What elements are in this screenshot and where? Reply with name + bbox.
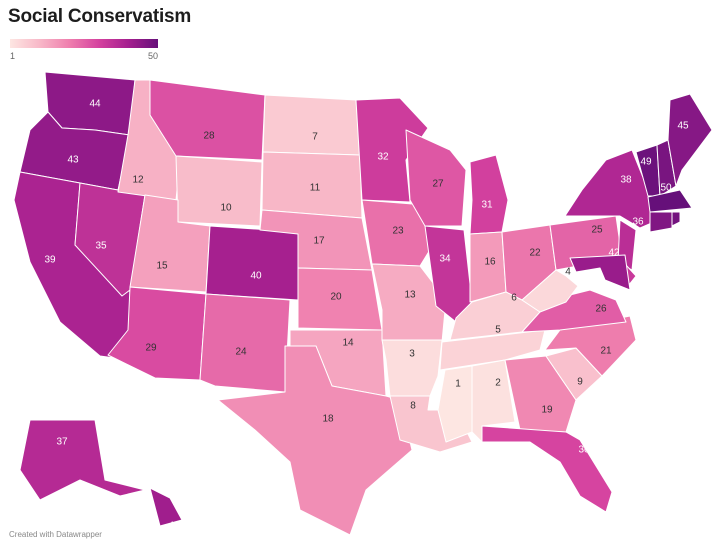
state-me[interactable] — [667, 93, 713, 187]
state-tx[interactable] — [217, 345, 413, 536]
state-rank-label-ok: 14 — [342, 338, 354, 349]
state-rank-label-vt: 49 — [640, 157, 652, 168]
state-hi[interactable] — [149, 487, 183, 527]
state-rank-label-oh: 22 — [529, 248, 541, 259]
state-rank-label-ar: 3 — [409, 349, 415, 360]
state-fl[interactable] — [481, 425, 613, 513]
state-rank-label-ak: 37 — [56, 437, 68, 448]
state-rank-label-hi: 41 — [168, 521, 180, 532]
state-rank-label-ks: 20 — [330, 292, 342, 303]
state-rank-label-ga: 19 — [541, 405, 553, 416]
state-nd[interactable] — [262, 94, 361, 156]
state-rank-label-in: 16 — [484, 257, 496, 268]
state-rank-label-ny: 38 — [620, 175, 632, 186]
legend-max-label: 50 — [147, 51, 158, 61]
state-rank-label-wy: 10 — [220, 203, 232, 214]
state-rank-label-wi: 27 — [432, 179, 444, 190]
state-rank-label-ca: 39 — [44, 255, 56, 266]
state-ga[interactable] — [504, 355, 577, 433]
state-rank-label-md: 42 — [608, 248, 620, 259]
state-ri[interactable] — [671, 211, 681, 227]
state-rank-label-ms: 1 — [455, 379, 461, 390]
state-md[interactable] — [569, 254, 631, 291]
state-wi[interactable] — [405, 129, 467, 227]
state-wy[interactable] — [175, 155, 263, 227]
legend-gradient-bar — [10, 39, 158, 48]
state-ma[interactable] — [647, 189, 693, 213]
state-rank-label-mo: 13 — [404, 290, 416, 301]
state-rank-label-me: 45 — [677, 121, 689, 132]
state-rank-label-mn: 32 — [377, 152, 389, 163]
state-rank-label-ma: 50 — [660, 183, 672, 194]
state-rank-label-pa: 25 — [591, 225, 603, 236]
state-rank-label-il: 34 — [439, 254, 451, 265]
state-rank-label-va: 26 — [595, 304, 607, 315]
state-rank-label-az: 29 — [145, 343, 157, 354]
state-rank-label-wa: 44 — [89, 99, 101, 110]
state-ms[interactable] — [437, 365, 473, 443]
state-ak[interactable] — [19, 419, 146, 501]
state-rank-label-sc: 9 — [577, 377, 583, 388]
state-rank-label-la: 8 — [410, 401, 416, 412]
state-rank-label-ia: 23 — [392, 226, 404, 237]
state-nm[interactable] — [199, 293, 291, 393]
state-mt[interactable] — [149, 79, 266, 161]
credit-text: Created with Datawrapper — [9, 530, 102, 539]
state-co[interactable] — [205, 225, 301, 301]
state-rank-label-nv: 35 — [95, 241, 107, 252]
state-rank-label-ky: 6 — [511, 293, 517, 304]
state-rank-label-sd: 11 — [310, 183, 321, 194]
state-rank-label-mi: 31 — [481, 200, 493, 211]
state-rank-label-nm: 24 — [235, 347, 247, 358]
state-rank-label-co: 40 — [250, 271, 262, 282]
map-title: Social Conservatism — [8, 6, 192, 27]
state-rank-label-mt: 28 — [203, 131, 215, 142]
state-rank-label-ne: 17 — [313, 236, 325, 247]
state-rank-label-nd: 7 — [312, 132, 318, 143]
state-rank-label-tx: 18 — [322, 414, 334, 425]
state-rank-label-ut: 15 — [156, 261, 168, 272]
state-rank-label-tn: 5 — [495, 325, 501, 336]
color-legend: 1 50 — [10, 39, 158, 61]
state-rank-label-nj: 36 — [632, 217, 644, 228]
state-mi[interactable] — [469, 154, 509, 235]
state-rank-label-id: 12 — [132, 175, 144, 186]
state-rank-label-nc: 21 — [600, 346, 612, 357]
state-rank-label-wv: 4 — [565, 267, 571, 278]
state-rank-label-fl: 30 — [578, 445, 590, 456]
state-rank-label-al: 2 — [495, 378, 501, 389]
state-rank-label-de: 33 — [637, 253, 649, 264]
state-rank-label-or: 43 — [67, 155, 79, 166]
state-ct[interactable] — [649, 211, 673, 233]
legend-min-label: 1 — [10, 51, 16, 61]
